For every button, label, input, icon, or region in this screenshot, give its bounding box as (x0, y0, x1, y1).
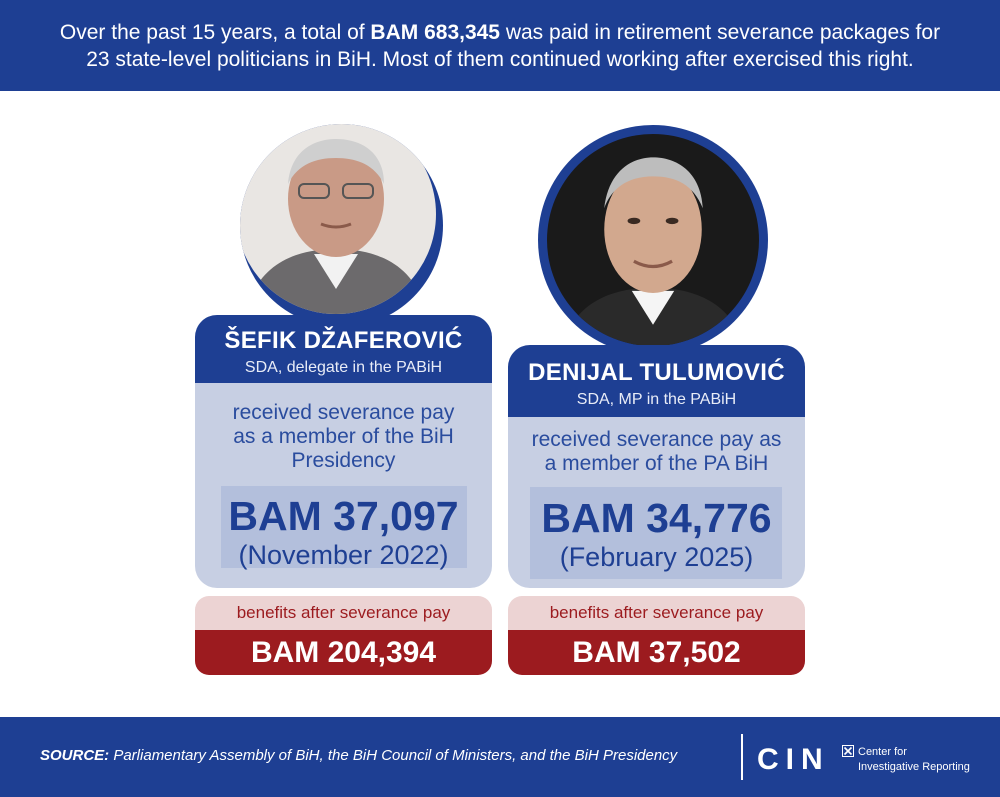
name-box-2: DENIJAL TULUMOVIĆ SDA, MP in the PABiH (508, 345, 805, 417)
info-box-1: received severance pay as a member of th… (195, 383, 492, 588)
info-text-1: received severance pay as a member of th… (195, 383, 492, 473)
cin-logo-mark-icon (842, 745, 854, 757)
benefits-label-1: benefits after severance pay (195, 596, 492, 630)
severance-date: (November 2022) (238, 540, 449, 570)
person-name: ŠEFIK DŽAFEROVIĆ (224, 327, 463, 354)
logo-line1: Center for (858, 746, 907, 758)
portrait-1 (240, 124, 443, 327)
cin-logo: CIN (757, 743, 830, 776)
person-role: SDA, delegate in the PABiH (244, 359, 443, 376)
person-name: DENIJAL TULUMOVIĆ (528, 359, 785, 386)
source-label: SOURCE: (40, 747, 110, 764)
severance-date: (February 2025) (559, 542, 754, 572)
info-box-2: received severance pay as a member of th… (508, 417, 805, 588)
name-box-1: ŠEFIK DŽAFEROVIĆ SDA, delegate in the PA… (195, 315, 492, 383)
footer-divider (741, 734, 743, 780)
benefits-label-2: benefits after severance pay (508, 596, 805, 630)
person-role: SDA, MP in the PABiH (576, 391, 737, 408)
info-line: Presidency (291, 449, 396, 472)
info-line: received severance pay as (531, 428, 782, 451)
severance-amount: BAM 37,097 (228, 493, 459, 539)
info-line: as a member of the BiH (233, 425, 454, 448)
source-line: SOURCE: Parliamentary Assembly of BiH, t… (40, 747, 677, 764)
header-line2: 23 state-level politicians in BiH. Most … (86, 47, 914, 71)
portrait-2-image (547, 134, 759, 346)
info-line: received severance pay (232, 401, 455, 424)
benefits-amount-text: BAM 37,502 (572, 636, 741, 669)
benefits-label-text: benefits after severance pay (236, 603, 451, 622)
info-text-2: received severance pay as a member of th… (508, 417, 805, 476)
benefits-amount-2: BAM 37,502 (508, 630, 805, 675)
header-part2: was paid in retirement severance package… (500, 20, 941, 44)
portrait-2 (538, 125, 768, 355)
header-banner: Over the past 15 years, a total of BAM 6… (0, 0, 1000, 91)
benefits-amount-text: BAM 204,394 (250, 636, 437, 669)
cin-logo-text: Center for Investigative Reporting (858, 745, 970, 775)
benefits-label-text: benefits after severance pay (549, 603, 764, 622)
header-part1: Over the past 15 years, a total of (59, 20, 371, 44)
source-text: Parliamentary Assembly of BiH, the BiH C… (109, 747, 678, 764)
footer: SOURCE: Parliamentary Assembly of BiH, t… (0, 717, 1000, 797)
header-total: BAM 683,345 (370, 20, 500, 44)
info-line: a member of the PA BiH (544, 452, 769, 475)
amount-panel-1 (221, 486, 467, 568)
amount-panel-2 (530, 487, 782, 579)
logo-line2: Investigative Reporting (858, 761, 970, 773)
portrait-1-image (240, 124, 436, 314)
header-text: Over the past 15 years, a total of BAM 6… (60, 19, 940, 73)
benefits-amount-1: BAM 204,394 (195, 630, 492, 675)
severance-amount: BAM 34,776 (541, 495, 772, 541)
